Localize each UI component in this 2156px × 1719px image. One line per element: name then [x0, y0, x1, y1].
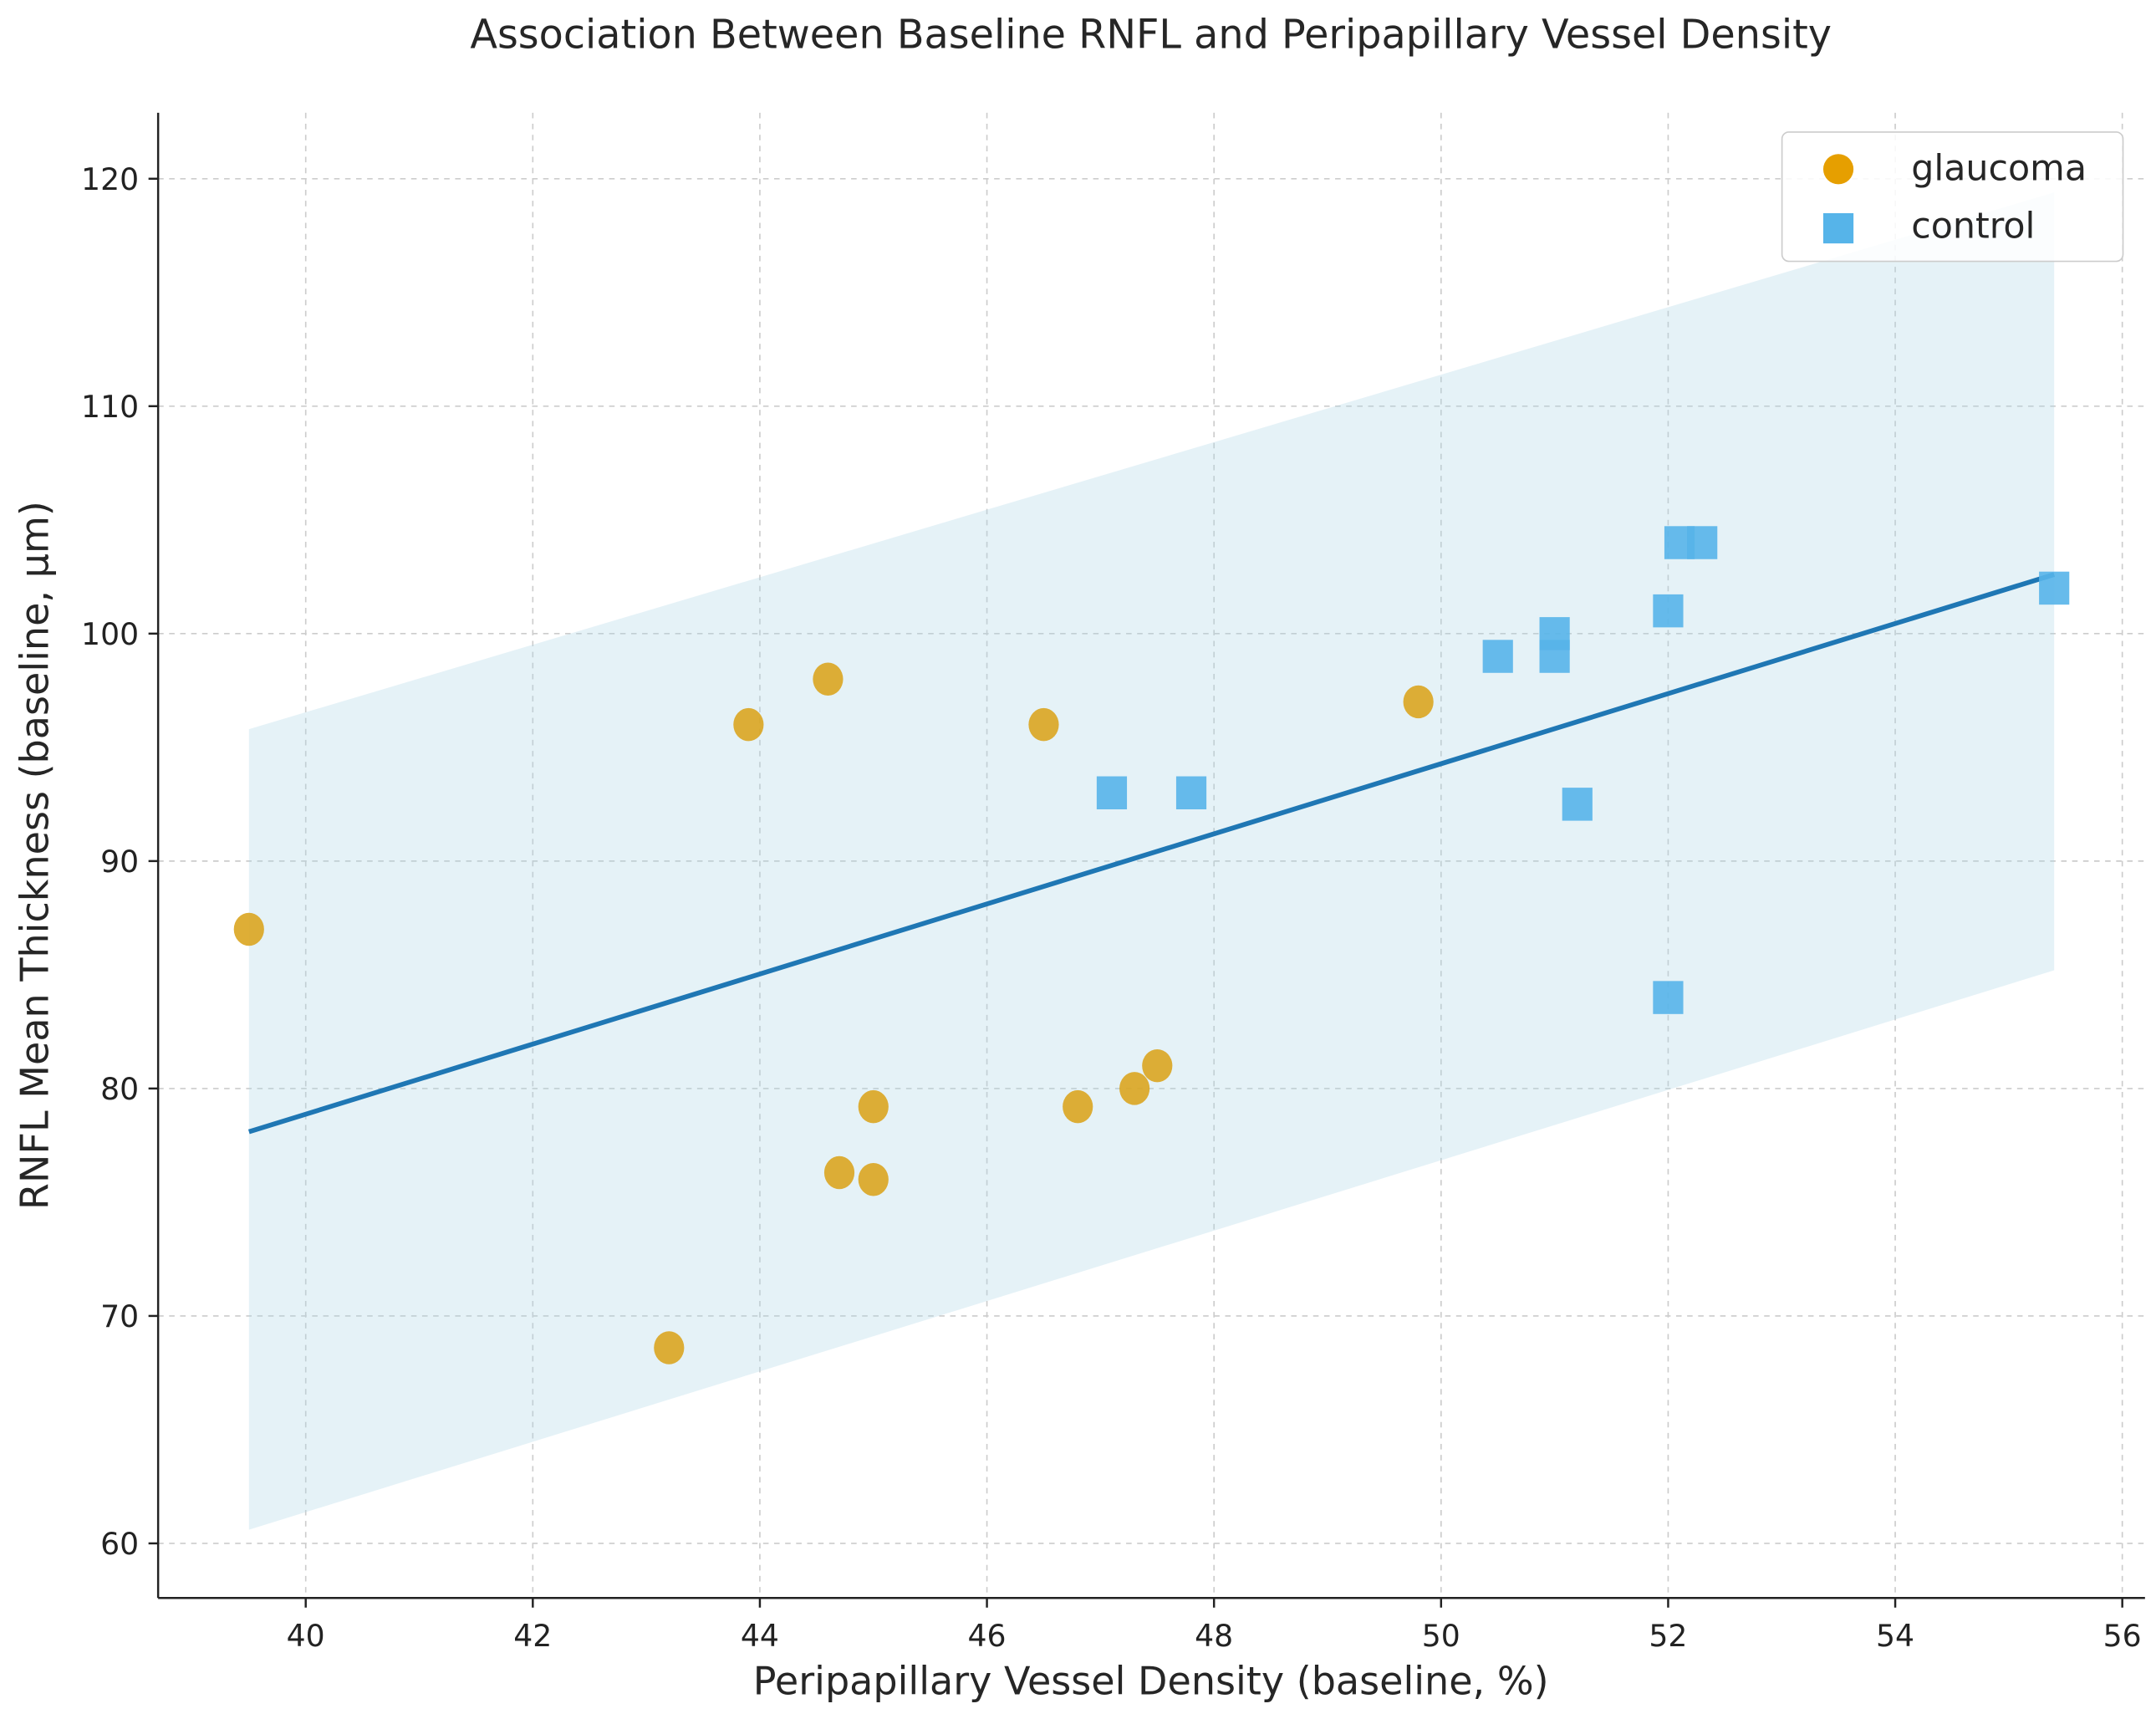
point-glaucoma	[858, 1162, 889, 1196]
point-control	[1653, 594, 1684, 628]
y-tick-label: 60	[100, 1526, 139, 1562]
point-control	[1687, 526, 1718, 559]
y-tick-label: 100	[81, 616, 139, 652]
point-glaucoma	[1028, 707, 1059, 742]
point-control	[1562, 788, 1593, 821]
y-tick-label: 90	[100, 844, 139, 880]
point-glaucoma	[1063, 1089, 1093, 1124]
legend-frame	[1781, 131, 2124, 263]
axes	[148, 112, 2145, 1608]
point-glaucoma	[233, 912, 264, 946]
prediction-band-area	[248, 192, 2055, 1530]
point-control	[1175, 776, 1207, 809]
x-tick-label: 48	[1195, 1618, 1233, 1654]
x-tick-label: 44	[741, 1618, 779, 1654]
x-tick-label: 42	[513, 1618, 552, 1654]
x-tick-label: 40	[287, 1618, 325, 1654]
point-control	[1482, 640, 1513, 673]
point-glaucoma	[733, 707, 764, 742]
legend: glaucoma control	[1781, 131, 2124, 263]
gridlines	[158, 112, 2145, 1599]
regression-line	[247, 572, 2056, 1135]
legend-marker-glaucoma	[1822, 154, 1854, 185]
x-tick-label: 46	[968, 1618, 1007, 1654]
y-tick-label: 110	[81, 389, 139, 425]
x-tick-label: 54	[1876, 1618, 1914, 1654]
point-glaucoma	[823, 1155, 855, 1190]
y-tick-label: 120	[81, 161, 139, 197]
x-tick-label: 50	[1422, 1618, 1460, 1654]
point-control	[1653, 981, 1684, 1014]
tick-labels: 40 42 44 46 48 50 52 54 56 60 70 80 90 100 110 120	[81, 161, 2142, 1654]
y-axis-label: RNFL Mean Thickness (baseline, µm)	[13, 501, 58, 1210]
x-tick-label: 52	[1649, 1618, 1687, 1654]
legend-marker-control	[1822, 212, 1854, 244]
point-glaucoma	[654, 1331, 685, 1364]
point-glaucoma	[1119, 1072, 1150, 1105]
y-tick-label: 80	[100, 1071, 139, 1107]
point-glaucoma	[813, 662, 844, 696]
x-tick-label: 56	[2103, 1618, 2142, 1654]
point-glaucoma	[1403, 685, 1434, 719]
legend-label-control: control	[1911, 206, 2035, 247]
point-glaucoma	[1142, 1048, 1173, 1083]
legend-label-glaucoma: glaucoma	[1911, 147, 2087, 189]
x-axis-label: Peripapillary Vessel Density (baseline, …	[753, 1658, 1549, 1703]
point-control	[2039, 571, 2070, 605]
chart-title: Association Between Baseline RNFL and Pe…	[470, 13, 1832, 59]
regression-line-group	[247, 572, 2056, 1135]
y-tick-label: 70	[100, 1298, 139, 1334]
point-control	[1539, 640, 1570, 673]
point-glaucoma	[858, 1089, 889, 1124]
data-points	[233, 526, 2070, 1364]
prediction-band	[248, 192, 2055, 1530]
point-control	[1096, 776, 1128, 809]
